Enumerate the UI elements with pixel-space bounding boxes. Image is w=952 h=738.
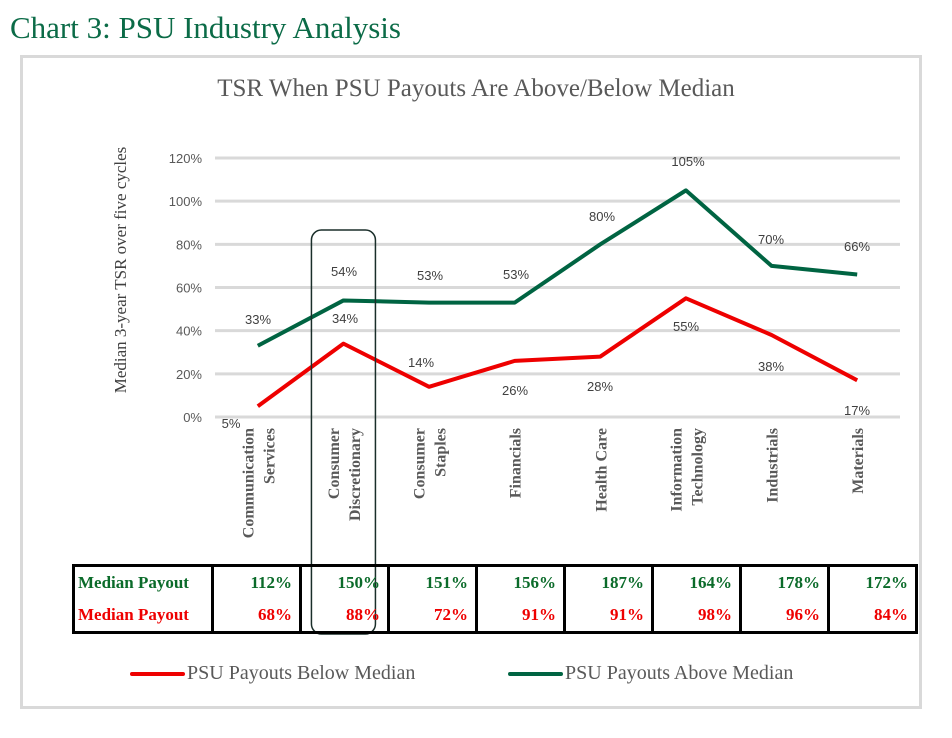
legend-item-above: PSU Payouts Above Median [508, 662, 793, 685]
x-tick-label-line: Materials [850, 428, 867, 494]
y-tick-label: 100% [169, 194, 203, 209]
legend-label-below: PSU Payouts Below Median [187, 662, 416, 684]
x-tick-label: Information Technology [668, 428, 706, 512]
table-cell: 150% [299, 565, 390, 599]
table-row-above: Median Payout 112% 150% 151% 156% 187% 1… [72, 565, 918, 599]
x-tick-label-line: Information [668, 428, 685, 512]
x-tick-label-line: Health Care [593, 428, 610, 512]
x-tick-label: Communication Services [240, 428, 278, 538]
x-tick-label-line: Consumer [412, 428, 429, 499]
table-cell: 112% [211, 565, 302, 599]
table-cell: 84% [827, 599, 918, 633]
x-tick-label-line: Technology [689, 428, 706, 506]
data-label: 38% [758, 359, 784, 374]
data-label: 33% [245, 312, 271, 327]
x-tick-label: Industrials [765, 428, 782, 503]
data-label: 54% [331, 264, 357, 279]
highlight-box [310, 229, 377, 635]
page-title: Chart 3: PSU Industry Analysis [10, 10, 401, 45]
table-cell: 151% [387, 565, 478, 599]
data-label: 80% [589, 209, 615, 224]
table-cell: 91% [563, 599, 654, 633]
x-tick-label: Consumer Discretionary [326, 428, 364, 521]
y-tick-label: 60% [176, 281, 202, 296]
table-cell: 68% [211, 599, 302, 633]
data-label: 5% [222, 416, 241, 431]
table-cell: 91% [475, 599, 566, 633]
x-tick-label-line: Industrials [765, 428, 782, 503]
y-axis-label: Median 3-year TSR over five cycles [111, 147, 130, 394]
x-tick-label-line: Services [261, 428, 278, 484]
table-cell: 88% [299, 599, 390, 633]
data-label: 14% [408, 355, 434, 370]
data-label: 53% [417, 268, 443, 283]
y-tick-label: 120% [169, 151, 203, 166]
data-label: 70% [758, 232, 784, 247]
data-label: 34% [332, 311, 358, 326]
table-cell: 178% [739, 565, 830, 599]
chart-title-text: TSR When PSU Payouts Are Above/Below Med… [217, 75, 735, 102]
y-tick-label: 20% [176, 367, 202, 382]
table-cell: 96% [739, 599, 830, 633]
chart-title: TSR When PSU Payouts Are Above/Below Med… [0, 75, 952, 103]
table-cell: 72% [387, 599, 478, 633]
x-tick-label-line: Financials [508, 428, 525, 498]
legend-swatch-above [508, 672, 563, 677]
row-label: Median Payout [72, 565, 214, 599]
data-label: 105% [671, 154, 705, 169]
data-label: 26% [502, 383, 528, 398]
y-tick-label: 0% [183, 410, 202, 425]
series-line [256, 188, 858, 348]
data-label: 17% [844, 403, 870, 418]
data-label: 55% [673, 319, 699, 334]
table-cell: 172% [827, 565, 918, 599]
row-label: Median Payout [72, 599, 214, 633]
legend-item-below: PSU Payouts Below Median [130, 662, 415, 685]
payout-table: Median Payout 112% 150% 151% 156% 187% 1… [72, 564, 918, 634]
table-cell: 98% [651, 599, 742, 633]
table-row-below: Median Payout 68% 88% 72% 91% 91% 98% 96… [72, 599, 918, 633]
x-tick-label-line: Discretionary [347, 428, 364, 521]
table-cell: 187% [563, 565, 654, 599]
x-tick-label-line: Staples [433, 428, 450, 477]
table-cell: 156% [475, 565, 566, 599]
y-tick-label: 80% [176, 237, 202, 252]
data-label: 66% [844, 239, 870, 254]
x-tick-label-line: Communication [240, 428, 257, 538]
x-tick-label: Financials [508, 428, 525, 498]
y-tick-label: 40% [176, 324, 202, 339]
series-line [256, 296, 859, 408]
data-label: 28% [587, 379, 613, 394]
legend-label-above: PSU Payouts Above Median [565, 662, 794, 684]
x-tick-label-line: Consumer [326, 428, 343, 499]
x-tick-label: Materials [850, 428, 867, 494]
table-cell: 164% [651, 565, 742, 599]
x-tick-label: Health Care [593, 428, 610, 512]
x-tick-label: Consumer Staples [412, 428, 450, 499]
data-label: 53% [503, 267, 529, 282]
legend-swatch-below [130, 672, 185, 677]
